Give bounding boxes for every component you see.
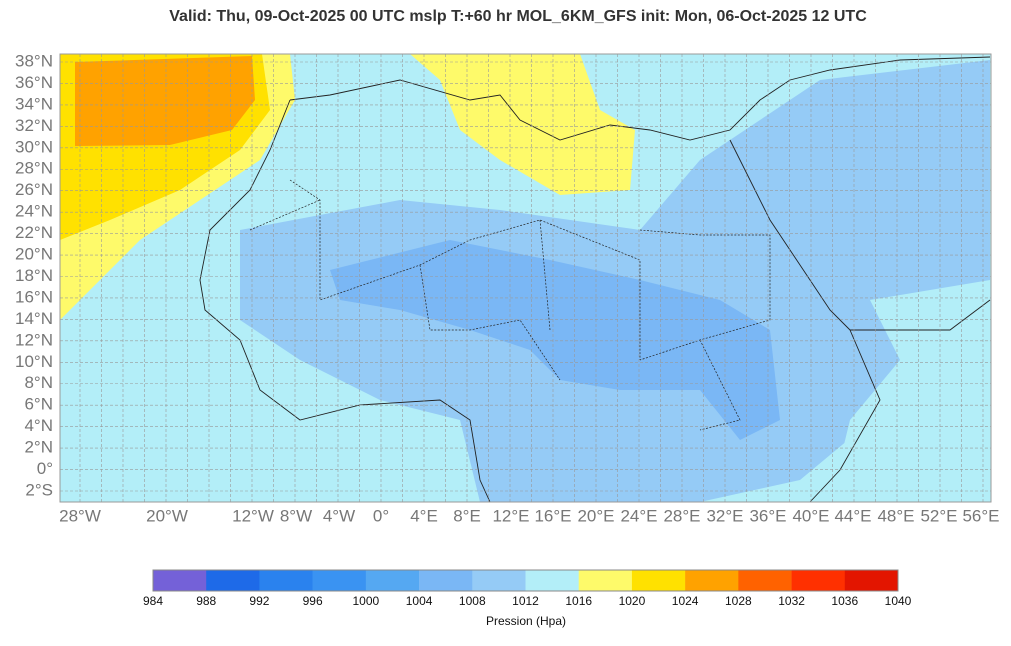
lat-labels: 38°N 36°N 34°N 32°N 30°N 28°N 26°N 24°N 22°N 20°N…	[15, 51, 53, 499]
lat-label: 30°N	[15, 137, 53, 156]
colorbar: 984 988 992 996 1000 1004 1008 1012 1016 1020 1024…	[143, 569, 912, 608]
lon-label: 8°W	[280, 506, 312, 525]
lon-label: 24°E	[620, 506, 657, 525]
lat-label: 16°N	[15, 287, 53, 306]
lat-label: 34°N	[15, 94, 53, 113]
colorbar-tick-label: 996	[303, 594, 323, 608]
map	[59, 53, 992, 503]
lon-label: 20°E	[577, 506, 614, 525]
colorbar-tick-label: 1012	[512, 594, 539, 608]
lon-label: 28°E	[663, 506, 700, 525]
lon-labels: 28°W 20°W 12°W 8°W 4°W 0° 4°E 8°E 12°E 16°E 20°E 24…	[59, 506, 999, 525]
field-1012-east	[830, 280, 990, 502]
lon-label: 12°E	[492, 506, 529, 525]
colorbar-tick-label: 988	[196, 594, 216, 608]
colorbar-swatch	[419, 570, 473, 591]
graticule	[60, 54, 991, 502]
lat-label: 4°N	[24, 416, 53, 435]
lat-label: 38°N	[15, 51, 53, 70]
lat-label: 28°N	[15, 159, 53, 178]
colorbar-tick-label: 1028	[725, 594, 752, 608]
colorbar-swatch	[525, 570, 580, 591]
lat-label: 32°N	[15, 116, 53, 135]
colorbar-swatch	[791, 570, 846, 591]
borders	[249, 179, 771, 431]
colorbar-tick-label: 1000	[353, 594, 380, 608]
lat-label: 24°N	[15, 202, 53, 221]
lon-label: 4°E	[410, 506, 438, 525]
lat-label: 36°N	[15, 73, 53, 92]
coastline	[199, 56, 991, 503]
lat-label: 8°N	[24, 373, 53, 392]
lat-label: 18°N	[15, 266, 53, 285]
lat-label: 14°N	[15, 309, 53, 328]
lon-label: 52°E	[920, 506, 957, 525]
colorbar-tick-label: 984	[143, 594, 163, 608]
colorbar-tick-label: 1004	[406, 594, 433, 608]
colorbar-swatch	[312, 570, 367, 591]
colorbar-tick-label: 992	[249, 594, 269, 608]
colorbar-frame	[152, 569, 899, 592]
lat-label: 22°N	[15, 223, 53, 242]
lat-label: 6°N	[24, 395, 53, 414]
lon-label: 12°W	[232, 506, 274, 525]
colorbar-swatch	[844, 570, 899, 591]
colorbar-swatch	[685, 570, 739, 591]
lon-label: 8°E	[453, 506, 481, 525]
colorbar-swatch	[206, 570, 260, 591]
colorbar-swatch	[738, 570, 792, 591]
lon-label: 20°W	[146, 506, 188, 525]
colorbar-tick-label: 1036	[831, 594, 858, 608]
field-1004	[330, 240, 780, 440]
colorbar-tick-label: 1040	[885, 594, 912, 608]
colorbar-swatch	[472, 570, 526, 591]
lat-label: 0°	[37, 459, 53, 478]
lat-label: 12°N	[15, 330, 53, 349]
field-1016-north	[410, 54, 635, 195]
lon-label: 28°W	[59, 506, 101, 525]
colorbar-tick-label: 1008	[459, 594, 486, 608]
lon-label: 4°W	[323, 506, 355, 525]
lat-label: 10°N	[15, 352, 53, 371]
field-1024	[75, 56, 255, 146]
lat-label: 20°N	[15, 245, 53, 264]
colorbar-swatch	[365, 570, 420, 591]
colorbar-tick-label: 1020	[619, 594, 646, 608]
lat-label: 26°N	[15, 180, 53, 199]
lon-label: 44°E	[834, 506, 871, 525]
colorbar-swatch	[631, 570, 686, 591]
lon-label: 32°E	[706, 506, 743, 525]
lat-label: 2°S	[25, 480, 53, 499]
colorbar-swatch	[259, 570, 313, 591]
colorbar-label: Pression (Hpa)	[486, 614, 566, 628]
colorbar-swatch	[153, 570, 207, 591]
lon-label: 0°	[373, 506, 389, 525]
map-frame	[59, 53, 992, 503]
lon-label: 40°E	[792, 506, 829, 525]
lon-label: 16°E	[534, 506, 571, 525]
title: Valid: Thu, 09-Oct-2025 00 UTC mslp T:+6…	[169, 8, 867, 25]
lon-label: 48°E	[877, 506, 914, 525]
colorbar-tick-label: 1032	[778, 594, 805, 608]
lon-label: 56°E	[962, 506, 999, 525]
colorbar-tick-label: 1016	[565, 594, 592, 608]
colorbar-tick-label: 1024	[672, 594, 699, 608]
colorbar-swatch	[578, 570, 633, 591]
lat-label: 2°N	[24, 438, 53, 457]
lon-label: 36°E	[749, 506, 786, 525]
